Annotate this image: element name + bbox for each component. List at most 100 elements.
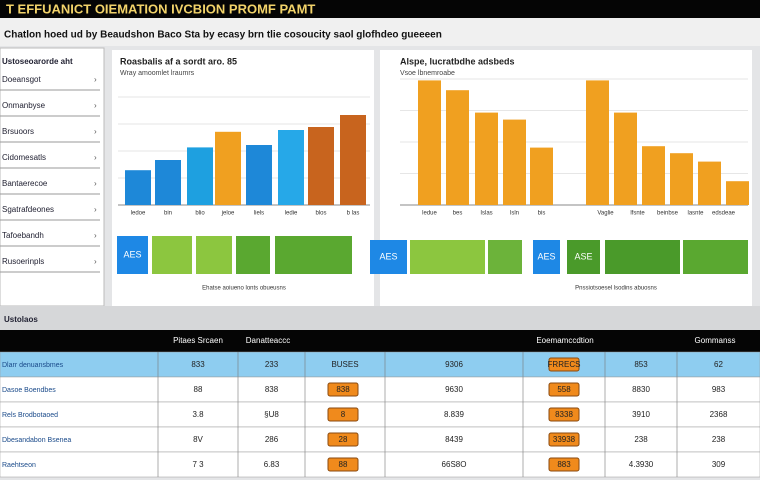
- sidebar-item: Rusoerinpls: [2, 257, 44, 266]
- badge: [548, 407, 580, 422]
- strip-block: [410, 240, 485, 274]
- cell: 8: [341, 410, 346, 419]
- sidebar-item: Onmanbyse: [2, 101, 46, 110]
- x-tick-label: bes: [453, 211, 463, 217]
- cell: 238: [712, 435, 726, 444]
- strip-block: [152, 236, 192, 274]
- strip-block: [488, 240, 522, 274]
- cell: Raehtseon: [2, 462, 36, 469]
- cell: 3910: [632, 410, 650, 419]
- cell: 28: [339, 435, 348, 444]
- x-tick-label: bis: [538, 211, 546, 217]
- x-tick-label: b las: [347, 211, 360, 217]
- strip-label: AES: [379, 251, 397, 261]
- strip-label: AES: [537, 251, 555, 261]
- cell: 33938: [553, 435, 576, 444]
- cell: 9630: [445, 385, 463, 394]
- x-tick-label: blos: [315, 211, 326, 217]
- badge: [548, 357, 580, 372]
- chevron: ›: [94, 75, 97, 84]
- section-bar: [0, 306, 760, 330]
- cell: 4.3930: [629, 460, 654, 469]
- cell: 309: [712, 460, 726, 469]
- badge: [327, 407, 359, 422]
- panel-title: Roasbalis af a sordt aro. 85: [120, 56, 237, 66]
- cell: 8830: [632, 385, 650, 394]
- cell: Dlarr denuansbmes: [2, 362, 64, 369]
- x-tick-label: blio: [195, 211, 205, 217]
- column-header: Gommanss: [695, 336, 736, 345]
- panel-title: Alspe, lucratbdhe adsbeds: [400, 56, 515, 66]
- cell: 233: [265, 360, 279, 369]
- x-tick-label: ledue: [422, 211, 437, 217]
- x-tick-label: edsdeae: [712, 211, 736, 217]
- title-bar: [0, 0, 760, 18]
- panel-footer: Pnssiotsoesel lsodins abuosns: [575, 286, 657, 292]
- cell: 8.839: [444, 410, 465, 419]
- sidebar: [0, 47, 105, 307]
- badge: [548, 432, 580, 447]
- chevron: ›: [94, 153, 97, 162]
- x-tick-label: liels: [254, 211, 264, 217]
- strip-block: [117, 236, 148, 274]
- x-tick-label: bin: [164, 211, 172, 217]
- chevron: ›: [94, 179, 97, 188]
- x-tick-label: ledoe: [131, 211, 146, 217]
- table-header: [0, 330, 760, 352]
- x-tick-label: jeloe: [221, 211, 235, 217]
- page-subtitle: Chatlon hoed ud by Beaudshon Baco Sta by…: [4, 30, 442, 41]
- badge: [548, 457, 580, 472]
- cell: Dbesandabon Bsenea: [2, 437, 71, 444]
- panel-footer: Ehatse aoiueno lonts obueusns: [202, 286, 286, 292]
- table-row: [0, 376, 760, 403]
- cell: 558: [557, 385, 571, 394]
- cell: Rels Brodbotaoed: [2, 412, 58, 419]
- sidebar-item: Cidomesatls: [2, 153, 46, 162]
- bar: [125, 170, 151, 205]
- sidebar-item: Bantaerecoe: [2, 179, 48, 188]
- page-title: T EFFUANICT OIEMATION IVCBION PROMF PAMT: [6, 1, 315, 16]
- bar: [418, 80, 441, 205]
- cell: 286: [265, 435, 279, 444]
- strip-block: [683, 240, 748, 274]
- strip-block: [370, 240, 407, 274]
- strip-block: [605, 240, 680, 274]
- bar: [187, 147, 213, 205]
- chevron: ›: [94, 101, 97, 110]
- cell: §U8: [264, 410, 279, 419]
- bar: [503, 119, 526, 205]
- cell: 8V: [193, 435, 203, 444]
- strip-block: [236, 236, 270, 274]
- strip-block: [567, 240, 600, 274]
- cell: BUSES: [331, 360, 358, 369]
- table-row: [0, 351, 760, 378]
- sidebar-item: Tafoebandh: [2, 231, 44, 240]
- bar: [215, 131, 241, 205]
- cell: 7 3: [192, 460, 204, 469]
- strip-label: AES: [123, 249, 141, 259]
- cell: 833: [191, 360, 205, 369]
- bar: [475, 112, 498, 205]
- x-tick-label: Vaglie: [597, 211, 614, 217]
- sidebar-item: Doeansgot: [2, 75, 41, 84]
- bar: [308, 127, 334, 205]
- section-title: Ustolaos: [4, 315, 38, 324]
- bar: [726, 181, 749, 205]
- panel-subtitle: Wray amoomlet lraumrs: [120, 70, 195, 77]
- x-tick-label: beinbse: [657, 211, 679, 217]
- bar: [670, 153, 693, 205]
- bar: [586, 80, 609, 205]
- column-header: Pitaes Srcaen: [173, 336, 223, 345]
- cell: 88: [194, 385, 203, 394]
- sidebar-item: Sgatrafdeones: [2, 205, 54, 214]
- cell: 2368: [710, 410, 728, 419]
- table-row: [0, 426, 760, 453]
- cell: 838: [265, 385, 279, 394]
- bar: [155, 160, 181, 205]
- cell: 8338: [555, 410, 573, 419]
- strip-block: [275, 236, 352, 274]
- panel-subtitle: Vsoe lbnemroabe: [400, 70, 455, 77]
- x-tick-label: ledie: [285, 211, 298, 217]
- cell: 883: [557, 460, 571, 469]
